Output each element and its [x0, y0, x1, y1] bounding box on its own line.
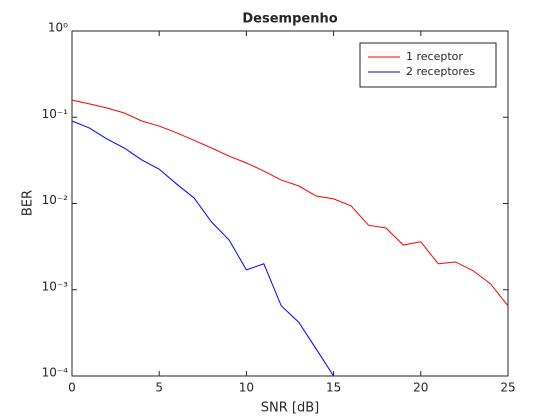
x-tick-label: 20 — [413, 381, 428, 395]
chart-title: Desempenho — [242, 12, 337, 27]
data-line — [71, 99, 509, 307]
legend-label: 1 receptor — [406, 50, 463, 63]
y-tick-label: 10⁻³ — [42, 279, 69, 293]
data-line — [71, 120, 335, 377]
x-tick-label: 0 — [68, 381, 76, 395]
y-tick-label: 10⁻² — [42, 193, 69, 207]
y-tick-label: 10⁰ — [48, 21, 68, 35]
x-tick-label: 10 — [239, 381, 254, 395]
x-axis-label: SNR [dB] — [261, 401, 319, 416]
x-tick-label: 15 — [326, 381, 341, 395]
x-tick-label: 25 — [500, 381, 515, 395]
y-tick-label: 10⁻¹ — [42, 107, 69, 121]
legend-box — [359, 42, 497, 88]
plot-area — [71, 30, 509, 377]
y-tick-label: 10⁻⁴ — [42, 366, 69, 380]
x-tick-label: 5 — [155, 381, 163, 395]
legend-label: 2 receptores — [406, 65, 475, 78]
y-axis-label: BER — [21, 190, 36, 216]
